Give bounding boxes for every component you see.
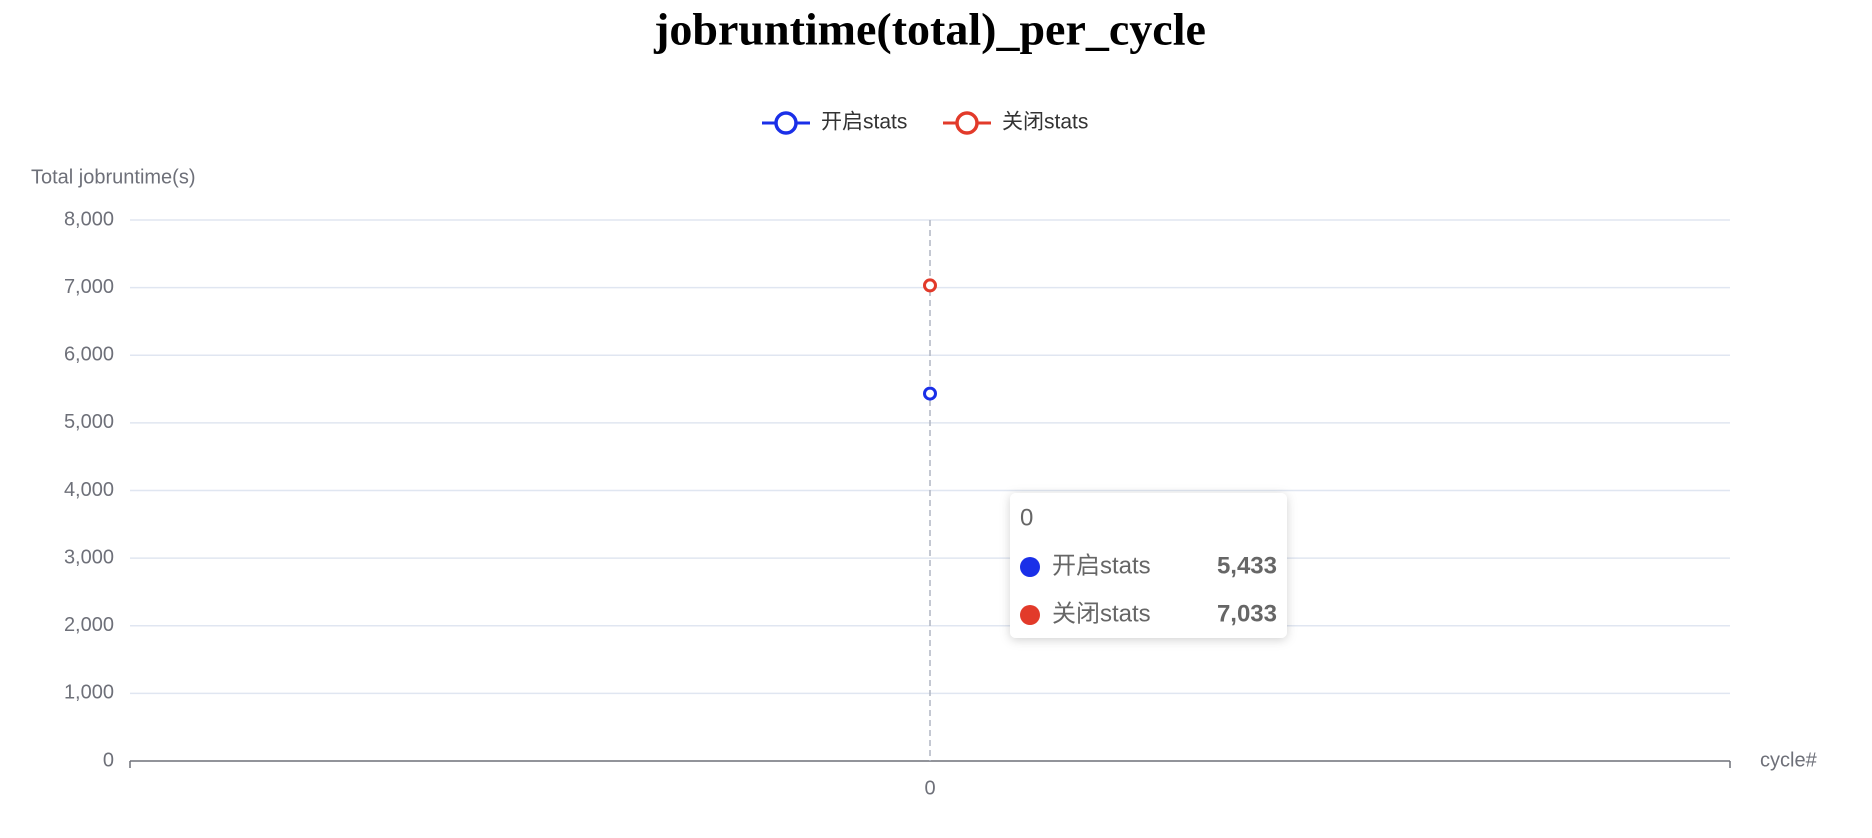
legend-label: 开启stats bbox=[821, 111, 907, 134]
tooltip-name: 关闭stats bbox=[1052, 600, 1151, 627]
tooltip-value: 5,433 bbox=[1217, 552, 1277, 579]
legend-label: 关闭stats bbox=[1002, 111, 1088, 134]
y-tick-label: 2,000 bbox=[64, 614, 114, 636]
y-axis-title: Total jobruntime(s) bbox=[31, 166, 196, 188]
chart-title: jobruntime(total)_per_cycle bbox=[653, 4, 1206, 55]
legend-symbol bbox=[774, 111, 798, 135]
tooltip-name: 开启stats bbox=[1052, 552, 1151, 579]
legend-item[interactable]: 开启stats bbox=[762, 111, 907, 135]
tooltip-dot bbox=[1020, 557, 1040, 577]
tooltip-header: 0 bbox=[1020, 504, 1033, 531]
tooltip: 0 开启stats 5,433 关闭stats 7,033 bbox=[1010, 493, 1287, 638]
x-tick-label: 0 bbox=[924, 777, 935, 799]
y-tick-label: 4,000 bbox=[64, 479, 114, 501]
x-axis-title: cycle# bbox=[1760, 749, 1818, 771]
y-tick-label: 1,000 bbox=[64, 682, 114, 704]
tooltip-value: 7,033 bbox=[1217, 600, 1277, 627]
y-tick-label: 8,000 bbox=[64, 208, 114, 230]
y-tick-label: 6,000 bbox=[64, 344, 114, 366]
y-tick-label: 3,000 bbox=[64, 546, 114, 568]
line-point bbox=[923, 386, 937, 401]
legend-item[interactable]: 关闭stats bbox=[943, 111, 1088, 135]
y-tick-label: 7,000 bbox=[64, 276, 114, 298]
tooltip-box bbox=[1010, 493, 1287, 638]
tooltip-dot bbox=[1020, 605, 1040, 625]
y-tick-label: 0 bbox=[103, 749, 114, 771]
line-point bbox=[923, 278, 937, 293]
legend-symbol bbox=[955, 111, 979, 135]
y-tick-label: 5,000 bbox=[64, 411, 114, 433]
